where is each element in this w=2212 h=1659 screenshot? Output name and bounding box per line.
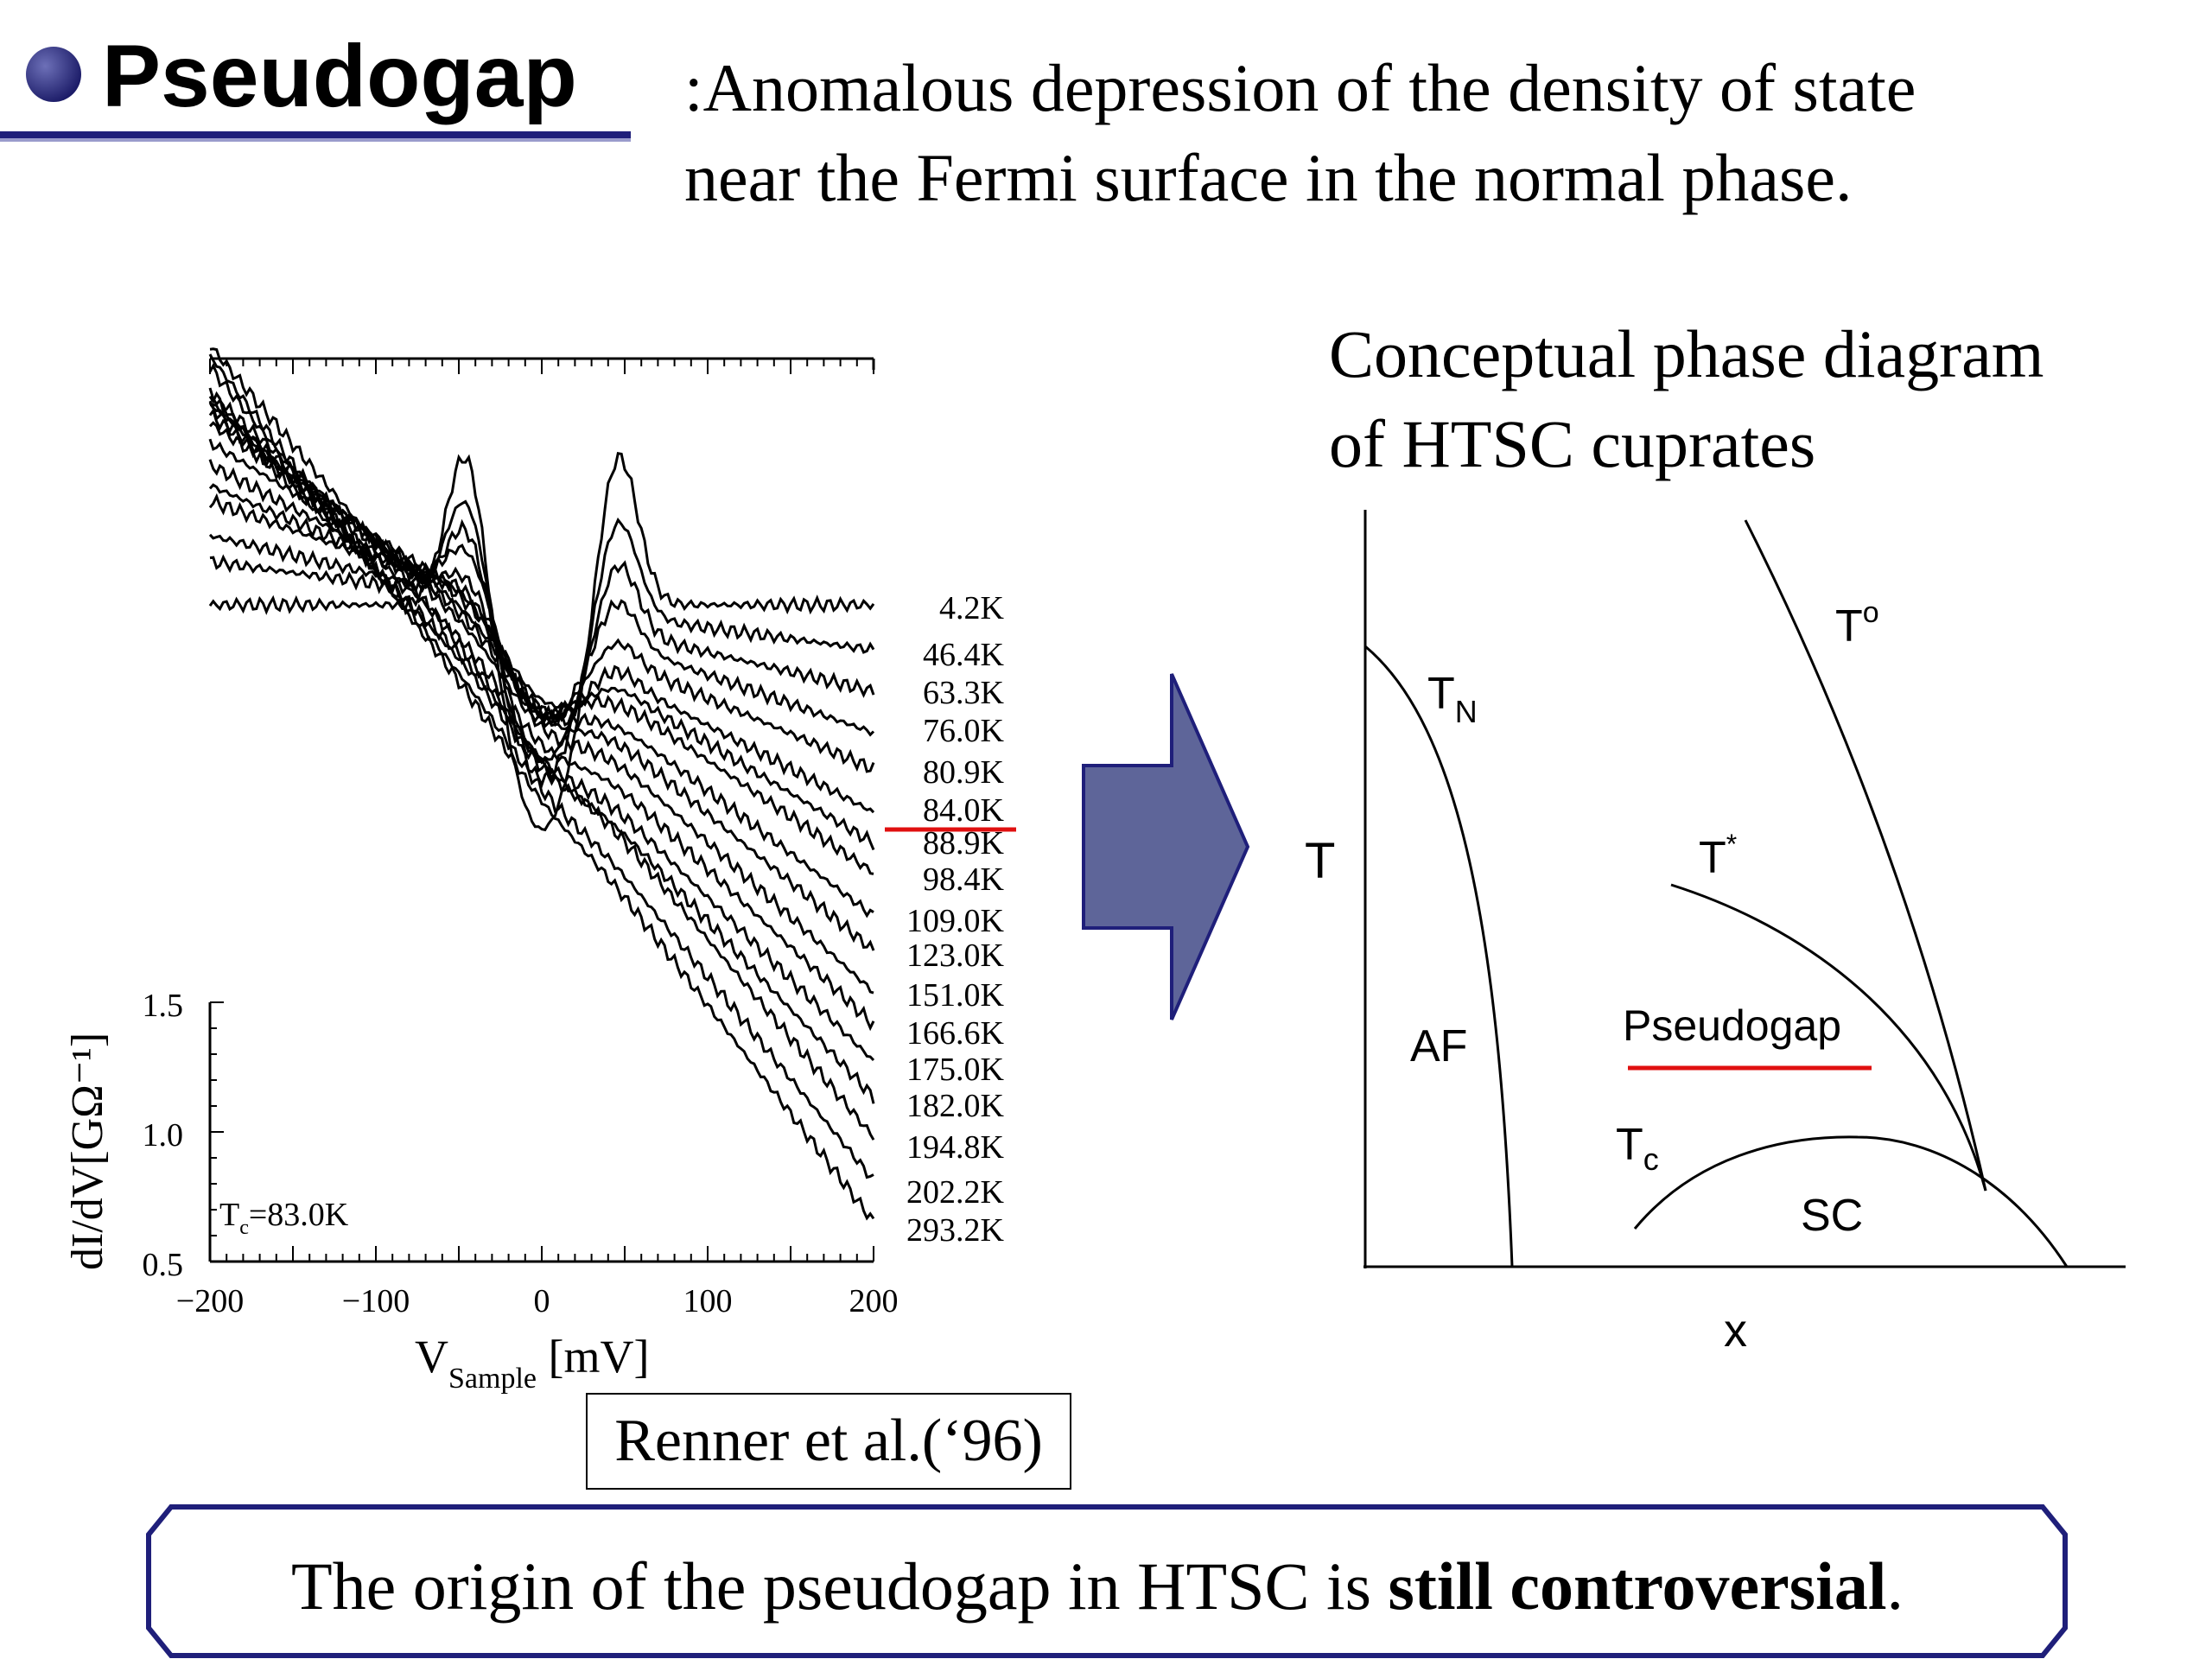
phase-diagram-title: Conceptual phase diagram of HTSC cuprate… (1329, 309, 2044, 489)
temperature-label: 4.2K (939, 590, 1005, 626)
spectra-curves (208, 347, 875, 1221)
phase-axis-x: x (1724, 1305, 1747, 1357)
label-SC: SC (1801, 1191, 1863, 1241)
spectrum-curve-46.4K (209, 499, 875, 789)
tunneling-spectra-figure: 4.2K46.4K63.3K76.0K80.9K84.0K88.9K98.4K1… (63, 347, 1016, 1395)
spectra-axes-frame (208, 357, 875, 1263)
label-AF: AF (1410, 1021, 1467, 1071)
spectrum-curve-98.4K (208, 421, 874, 875)
x-tick-200: 200 (849, 1283, 899, 1319)
phase-title-line-1: Conceptual phase diagram (1329, 316, 2044, 391)
spectrum-curve-4.2K (208, 451, 875, 832)
onset-temperature-curve (1744, 519, 1987, 1192)
temperature-label: 63.3K (923, 675, 1005, 711)
x-tick-m200: −200 (176, 1283, 244, 1319)
spectrum-curve-182.0K (208, 387, 875, 1104)
title-bullet-icon (26, 47, 81, 102)
pseudogap-definition: :Anomalous depression of the density of … (684, 43, 2153, 223)
definition-line-2: near the Fermi surface in the normal pha… (684, 140, 1853, 215)
spectrum-curve-80.9K (208, 483, 875, 773)
temperature-label: 182.0K (906, 1088, 1005, 1124)
y-tick-1-0: 1.0 (143, 1117, 184, 1154)
neel-temperature-curve (1364, 645, 1514, 1268)
temperature-label: 166.6K (906, 1015, 1005, 1052)
spectrum-curve-194.8K (209, 347, 875, 1141)
definition-line-1: :Anomalous depression of the density of … (684, 50, 1916, 125)
tc-annotation: Tc=83.0K (219, 1197, 349, 1239)
label-Tc: Tc (1616, 1120, 1659, 1177)
temperature-label: 98.4K (923, 861, 1005, 898)
phase-diagram: T x TN To T* Tc AF Pseudogap SC (1305, 510, 2126, 1357)
spectrum-curve-293.2K (208, 353, 875, 1221)
temperature-label: 202.2K (906, 1174, 1005, 1211)
temperature-label: 293.2K (906, 1212, 1005, 1249)
y-tick-0-5: 0.5 (143, 1247, 184, 1283)
temperature-label: 80.9K (923, 754, 1005, 791)
slide-title: Pseudogap (102, 27, 577, 125)
tc-dome-curve (1633, 1135, 2069, 1268)
temperature-label: 151.0K (906, 977, 1005, 1014)
conclusion-text: The origin of the pseudogap in HTSC is s… (291, 1548, 1904, 1624)
temperature-label: 84.0K (923, 792, 1005, 829)
right-arrow-icon (1082, 673, 1250, 1020)
conclusion-emphasis: still controversial (1388, 1548, 1887, 1624)
y-tick-1-5: 1.5 (143, 988, 184, 1024)
phase-title-line-2: of HTSC cuprates (1329, 406, 1816, 481)
tstar-curve (1670, 883, 1987, 1192)
temperature-label: 194.8K (906, 1129, 1005, 1166)
spectrum-curve-175.0K (208, 400, 875, 1062)
label-Tstar: T* (1699, 829, 1737, 883)
x-tick-0: 0 (534, 1283, 550, 1319)
label-TN: TN (1427, 669, 1478, 729)
conclusion-frame (146, 1504, 2068, 1658)
temperature-label: 175.0K (906, 1052, 1005, 1088)
x-tick-100: 100 (683, 1283, 733, 1319)
x-tick-m100: −100 (342, 1283, 410, 1319)
temperature-label: 123.0K (906, 938, 1005, 974)
temperature-label: 76.0K (923, 713, 1005, 749)
x-axis-label: VSample [mV] (415, 1331, 649, 1395)
temperature-label: 109.0K (906, 903, 1005, 939)
label-pseudogap: Pseudogap (1623, 1001, 1841, 1050)
temperature-label: 46.4K (923, 637, 1005, 673)
title-underline (0, 131, 631, 142)
citation-box: Renner et al.(‘96) (586, 1393, 1071, 1490)
phase-axis-T: T (1305, 833, 1335, 889)
label-T0: To (1835, 596, 1879, 652)
y-axis-label: dI/dV[GΩ⁻¹] (63, 1033, 112, 1270)
spectrum-curve-151.0K (208, 391, 874, 995)
temperature-labels: 4.2K46.4K63.3K76.0K80.9K84.0K88.9K98.4K1… (906, 590, 1005, 1249)
